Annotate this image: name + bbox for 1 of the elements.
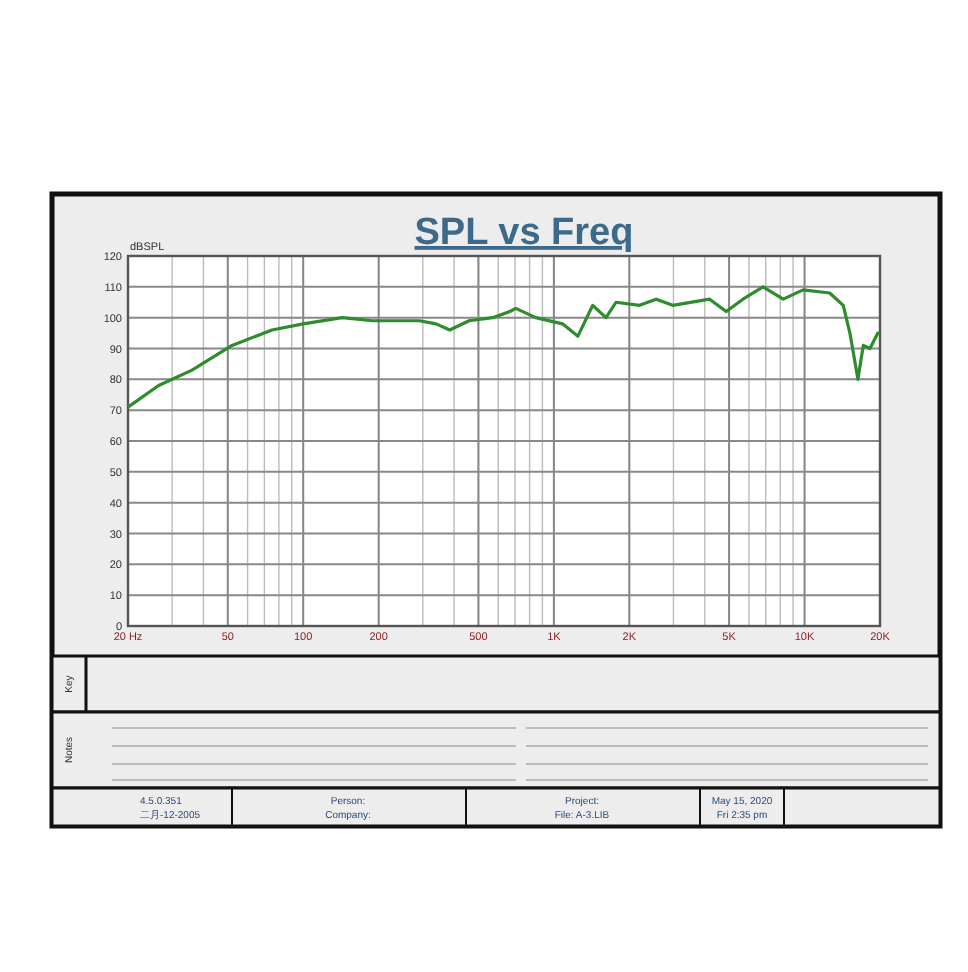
chart-title: SPL vs Freq [414, 212, 634, 254]
